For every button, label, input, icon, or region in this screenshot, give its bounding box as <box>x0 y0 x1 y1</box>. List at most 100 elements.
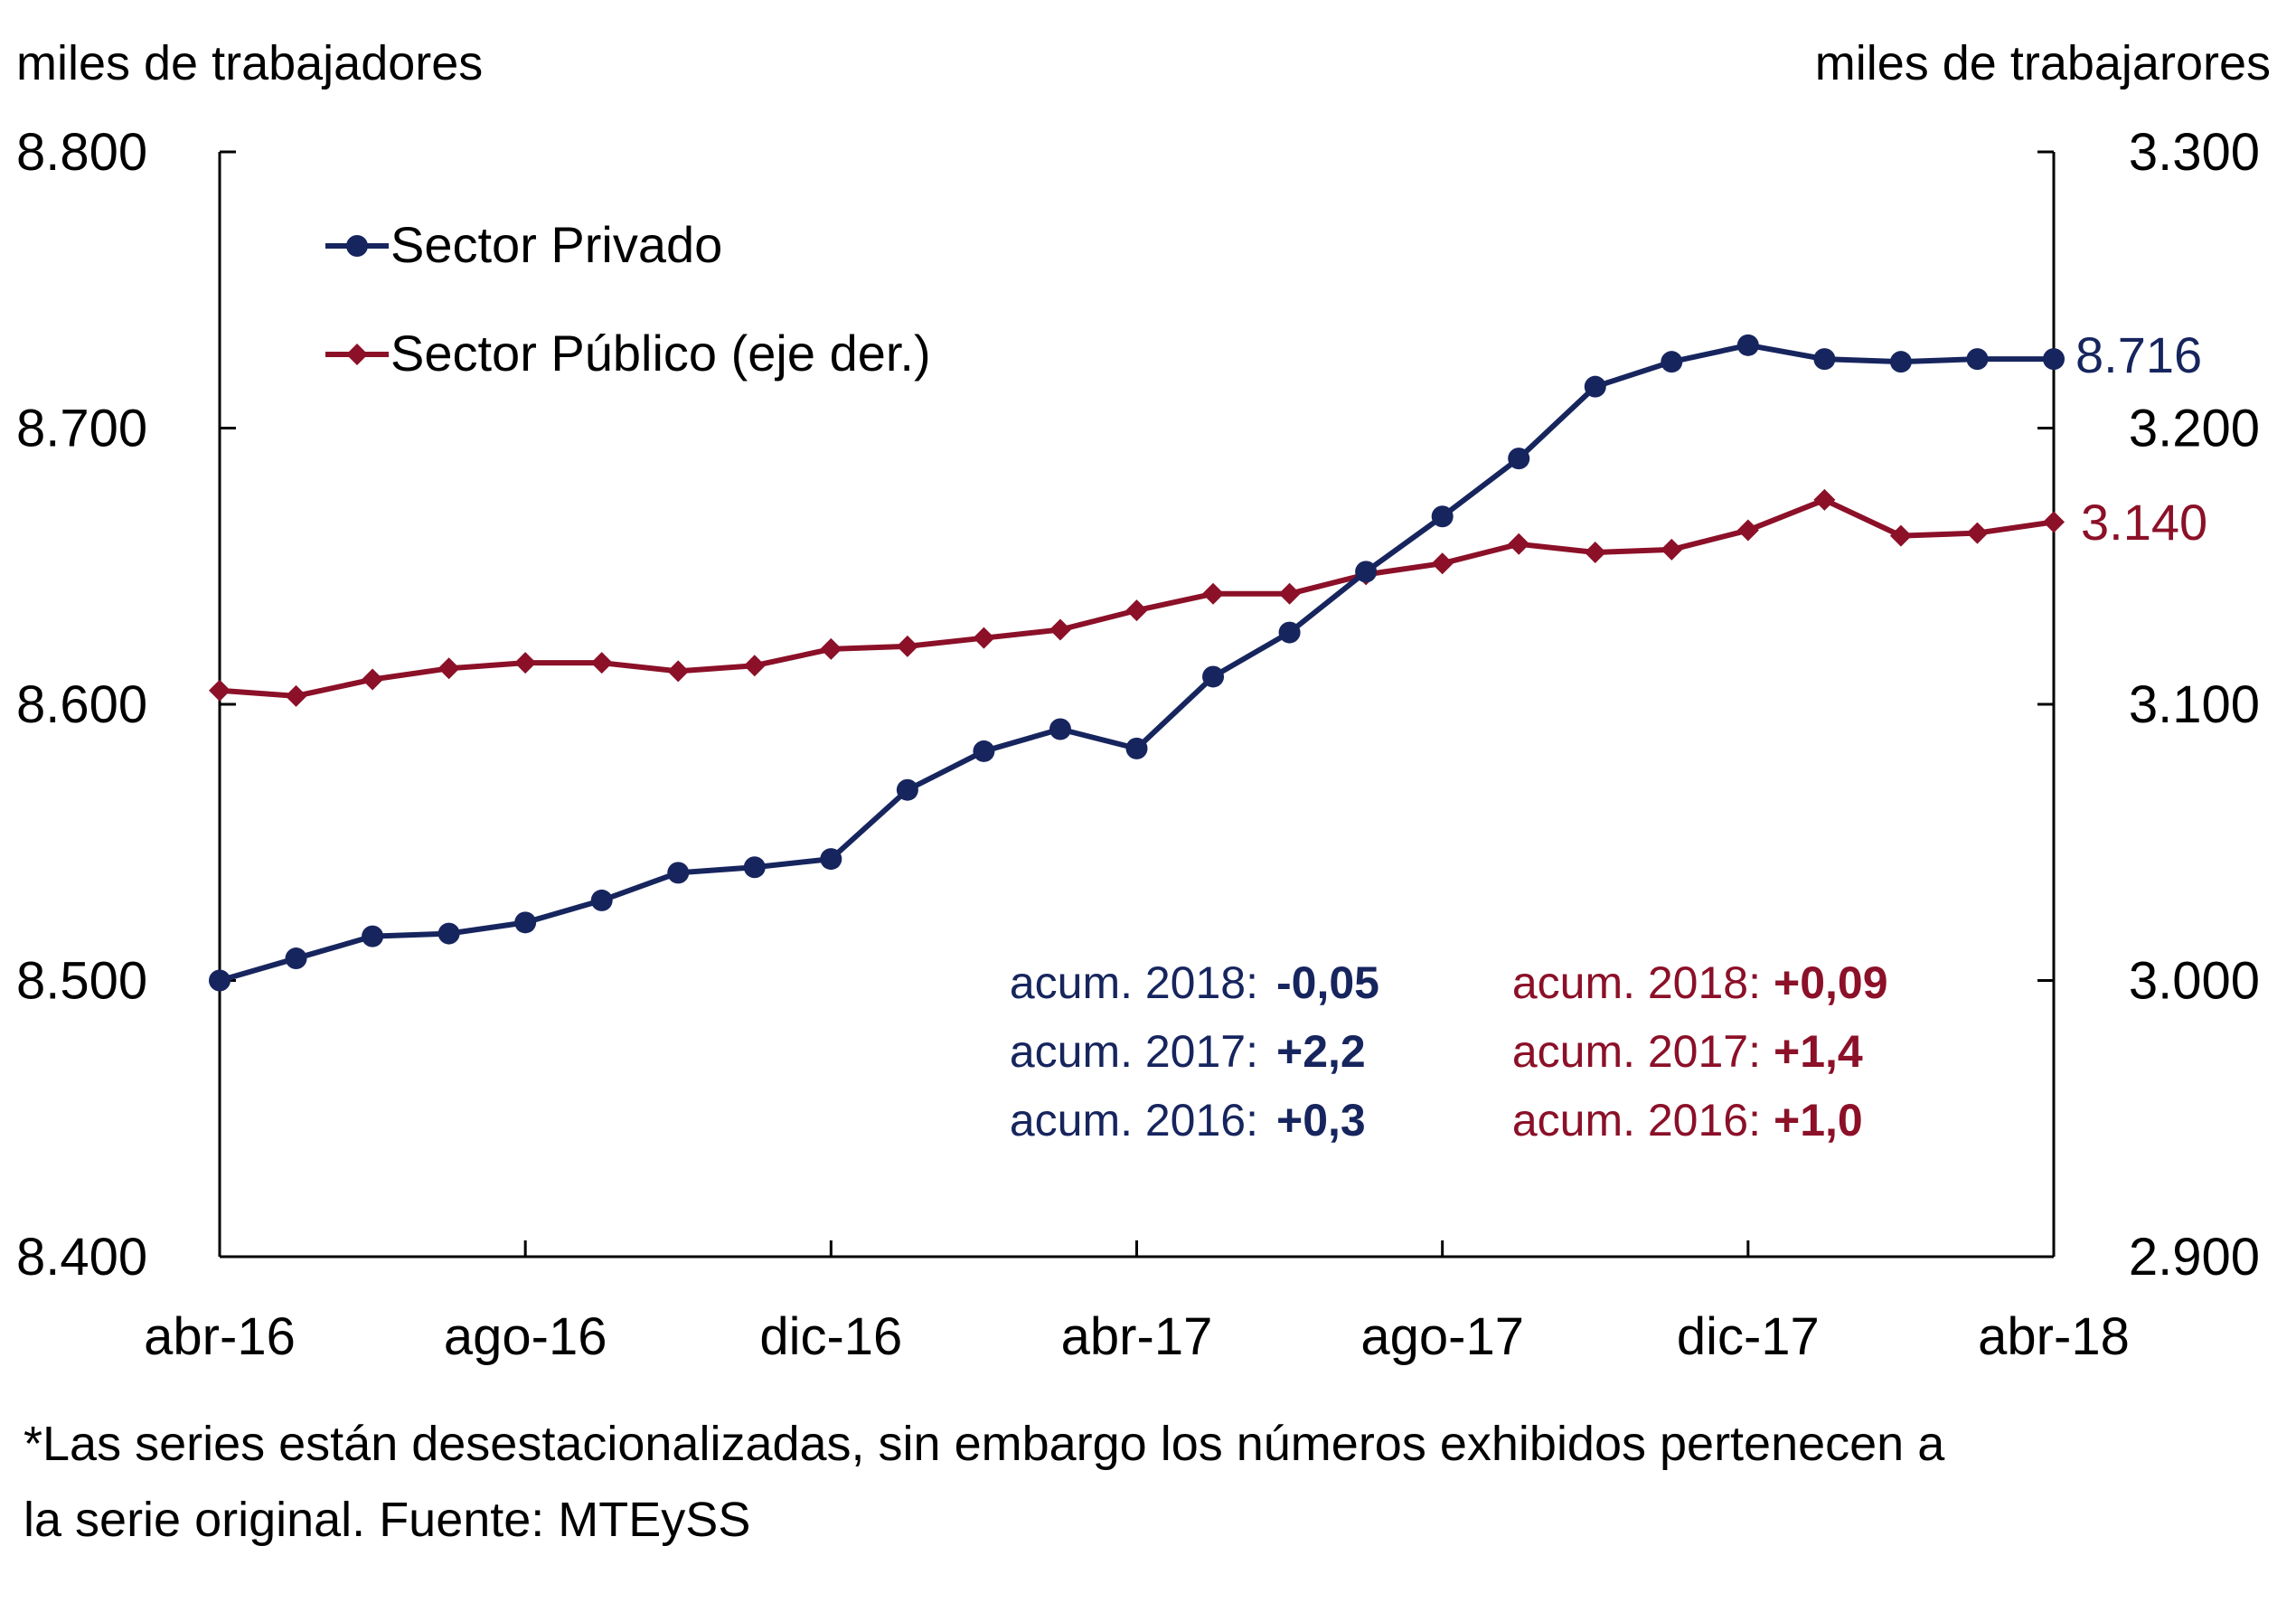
acc-publico-2017-value: +1,4 <box>1774 1026 1863 1077</box>
annotations-publico: acum. 2018: +0,09 acum. 2017: +1,4 acum.… <box>1512 957 1888 1145</box>
acc-privado-2017-label: acum. 2017: <box>1010 1026 1258 1077</box>
data-point-publico <box>1736 519 1759 542</box>
x-tick-label: ago-17 <box>1360 1307 1524 1366</box>
series-layer <box>209 334 2065 992</box>
data-point-privado <box>514 911 537 934</box>
right-tick-label: 3.100 <box>2129 675 2260 734</box>
data-point-privado <box>590 889 613 911</box>
footnote-line-1: *Las series están desestacionalizadas, s… <box>24 1417 1945 1471</box>
data-point-publico <box>896 635 918 657</box>
left-axis-ticks: 8.400 8.500 8.600 8.700 8.800 <box>16 123 236 1287</box>
data-point-publico <box>1813 488 1836 511</box>
data-point-privado <box>1889 351 1912 373</box>
data-point-privado <box>820 848 842 871</box>
right-tick-label: 3.300 <box>2129 123 2260 182</box>
legend-item-publico: Sector Público (eje der.) <box>325 325 931 382</box>
acc-privado-2017-value: +2,2 <box>1276 1026 1366 1077</box>
data-point-publico <box>1584 541 1606 563</box>
data-point-privado <box>1966 348 1989 371</box>
left-tick-label: 8.400 <box>16 1228 147 1287</box>
right-tick-label: 2.900 <box>2129 1228 2260 1287</box>
data-point-publico <box>820 637 842 660</box>
data-point-publico <box>1049 618 1071 641</box>
data-point-publico <box>1202 582 1225 605</box>
acc-privado-2018-value: -0,05 <box>1276 957 1379 1008</box>
data-point-publico <box>285 684 307 707</box>
right-axis-ticks: 2.900 3.000 3.100 3.200 3.300 <box>2037 123 2260 1287</box>
legend: Sector Privado Sector Público (eje der.) <box>325 216 931 382</box>
data-point-privado <box>1278 621 1301 644</box>
legend-marker-privado <box>346 235 368 257</box>
data-point-publico <box>514 652 537 674</box>
data-point-publico <box>1508 533 1530 555</box>
left-tick-label: 8.500 <box>16 952 147 1011</box>
x-axis-ticks: abr-16 ago-16 dic-16 abr-17 ago-17 dic-17 abr-… <box>144 1240 2130 1366</box>
data-point-privado <box>1736 334 1759 356</box>
acc-publico-2018-value: +0,09 <box>1774 957 1888 1008</box>
left-axis-title: miles de trabajadores <box>16 36 483 90</box>
data-point-privado <box>1431 505 1454 528</box>
data-point-publico <box>973 627 995 649</box>
data-point-privado <box>362 925 384 947</box>
left-tick-label: 8.800 <box>16 123 147 182</box>
axes <box>218 152 2056 1258</box>
end-label-publico: 3.140 <box>2081 494 2207 551</box>
right-tick-label: 3.000 <box>2129 952 2260 1011</box>
data-point-publico <box>667 660 690 683</box>
x-tick-label: abr-16 <box>144 1307 296 1366</box>
data-point-privado <box>667 862 690 884</box>
footnote: *Las series están desestacionalizadas, s… <box>24 1406 2274 1558</box>
data-point-privado <box>438 922 460 945</box>
data-point-privado <box>973 740 995 762</box>
data-point-privado <box>896 778 918 801</box>
end-label-privado: 8.716 <box>2075 326 2202 383</box>
data-point-privado <box>1661 351 1683 373</box>
footnote-line-2: la serie original. Fuente: MTEySS <box>24 1493 751 1547</box>
data-point-publico <box>1278 582 1301 605</box>
legend-marker-publico <box>346 344 368 365</box>
data-point-privado <box>1355 561 1378 583</box>
acc-privado-2016-label: acum. 2016: <box>1010 1095 1258 1145</box>
chart: miles de trabajadores miles de trabajaro… <box>16 36 2271 1366</box>
data-point-publico <box>743 655 766 677</box>
data-point-privado <box>1049 718 1071 740</box>
left-tick-label: 8.600 <box>16 675 147 734</box>
acc-publico-2018-label: acum. 2018: <box>1512 957 1761 1008</box>
series-line-publico <box>219 496 2055 699</box>
data-point-publico <box>1431 552 1454 575</box>
data-point-privado <box>1508 448 1530 470</box>
acc-publico-2016-value: +1,0 <box>1774 1095 1863 1145</box>
x-tick-label: dic-17 <box>1677 1307 1820 1366</box>
data-point-publico <box>438 657 460 680</box>
data-point-privado <box>1125 737 1148 759</box>
acc-privado-2016-value: +0,3 <box>1276 1095 1366 1145</box>
legend-label-privado: Sector Privado <box>391 216 722 273</box>
data-point-publico <box>1661 538 1683 561</box>
data-point-publico <box>2043 511 2065 533</box>
data-point-privado <box>285 947 307 970</box>
legend-item-privado: Sector Privado <box>325 216 722 273</box>
data-point-publico <box>590 652 613 674</box>
data-point-privado <box>2043 348 2065 371</box>
x-tick-label: abr-17 <box>1061 1307 1213 1366</box>
data-point-publico <box>1125 599 1148 622</box>
x-tick-label: ago-16 <box>444 1307 607 1366</box>
acc-privado-2018-label: acum. 2018: <box>1010 957 1258 1008</box>
data-point-privado <box>1813 348 1836 371</box>
right-tick-label: 3.200 <box>2129 400 2260 458</box>
data-point-publico <box>1889 524 1912 547</box>
acc-publico-2017-label: acum. 2017: <box>1512 1026 1761 1077</box>
left-tick-label: 8.700 <box>16 400 147 458</box>
data-point-publico <box>362 668 384 691</box>
acc-publico-2016-label: acum. 2016: <box>1512 1095 1761 1145</box>
data-point-publico <box>209 679 231 702</box>
data-point-publico <box>1966 522 1989 544</box>
data-point-privado <box>1202 665 1225 688</box>
annotations-privado: acum. 2018: -0,05 acum. 2017: +2,2 acum.… <box>1010 957 1379 1145</box>
right-axis-title: miles de trabajarores <box>1815 36 2271 90</box>
data-point-privado <box>1584 375 1606 398</box>
data-point-privado <box>209 969 231 992</box>
x-tick-label: abr-18 <box>1978 1307 2130 1366</box>
legend-label-publico: Sector Público (eje der.) <box>391 325 931 382</box>
data-point-privado <box>743 856 766 879</box>
